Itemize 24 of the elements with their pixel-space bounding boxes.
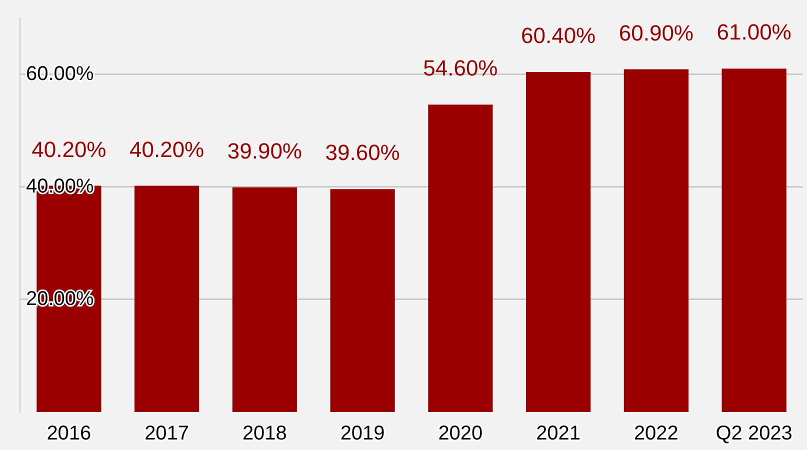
x-tick-label: 2020 <box>438 422 483 445</box>
bar <box>722 68 786 412</box>
data-label: 61.00% <box>716 20 792 45</box>
data-label: 40.20% <box>32 136 106 162</box>
x-tick-label: 2017 <box>144 422 190 445</box>
data-label: 60.90% <box>618 20 694 46</box>
y-tick-label: 60.00% <box>26 62 94 85</box>
data-label: 39.90% <box>227 138 302 164</box>
bar <box>330 189 395 412</box>
data-label: 60.40% <box>521 23 596 48</box>
bar <box>134 186 200 412</box>
data-label: 39.60% <box>325 140 400 166</box>
bar <box>526 72 591 412</box>
data-label: 40.20% <box>130 136 204 162</box>
data-label: 54.60% <box>423 56 498 81</box>
bar <box>428 104 493 412</box>
x-tick-label: 2022 <box>634 422 678 445</box>
bar <box>232 187 297 412</box>
x-tick-label: 2021 <box>536 422 581 445</box>
x-tick-label: Q2 2023 <box>716 422 792 445</box>
x-tick-label: 2019 <box>340 422 385 445</box>
bar <box>624 69 688 412</box>
x-tick-label: 2018 <box>242 422 287 445</box>
x-tick-label: 2016 <box>46 422 92 445</box>
